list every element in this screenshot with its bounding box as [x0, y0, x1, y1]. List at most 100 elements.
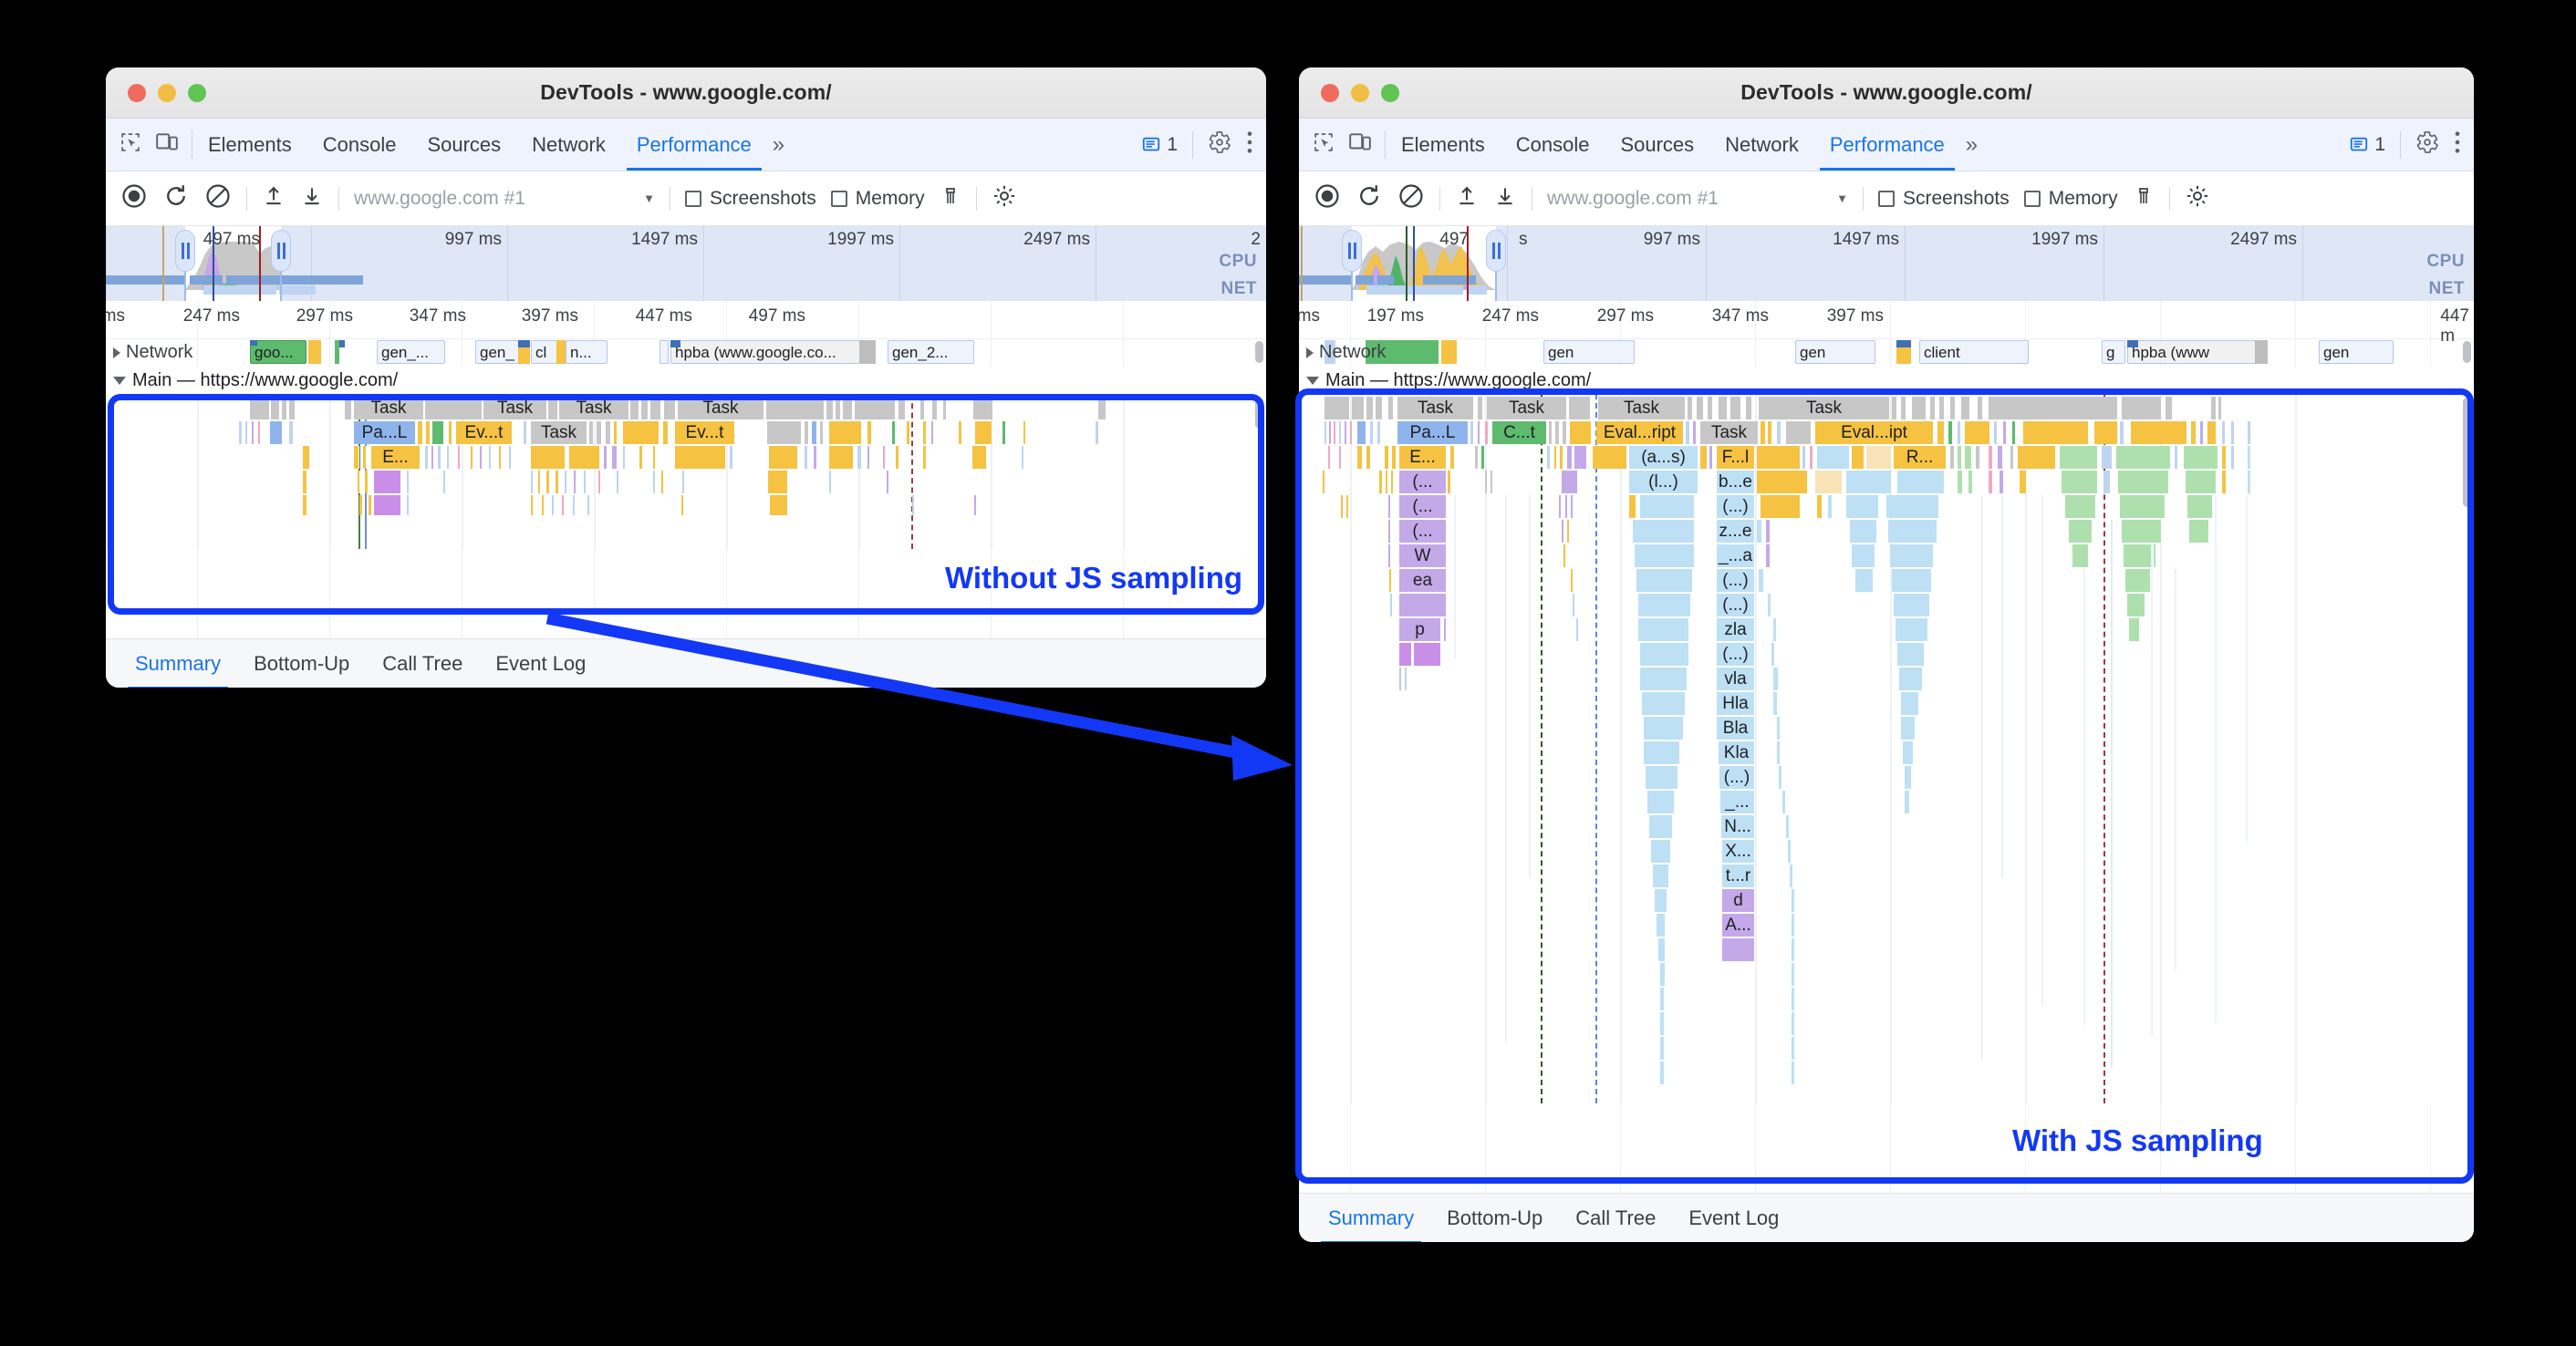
flame-bar[interactable] [1761, 421, 1766, 444]
chevron-down-icon[interactable]: ▼ [643, 192, 655, 205]
flame-bar[interactable] [1096, 421, 1099, 444]
flame-bar[interactable] [1766, 544, 1771, 567]
flame-bar[interactable] [1562, 520, 1564, 543]
flame-bar[interactable] [826, 397, 834, 419]
flame-bar[interactable] [1890, 544, 1934, 567]
flame-bar[interactable] [1771, 643, 1775, 666]
flame-chart-left[interactable]: Task Task Task Task [106, 394, 1266, 549]
flame-bar[interactable] [538, 471, 541, 493]
main-track-right[interactable]: Main — https://www.google.com/ Task T [1299, 367, 2474, 1103]
flame-bar[interactable] [1899, 668, 1923, 690]
flame-bar[interactable] [354, 446, 359, 469]
flame-bar[interactable] [1989, 446, 1993, 469]
traffic-lights-right[interactable] [1321, 83, 1399, 102]
network-request[interactable]: g [2102, 340, 2125, 364]
tab-console[interactable]: Console [322, 132, 397, 156]
flame-bar[interactable] [805, 421, 809, 444]
flame-bar[interactable] [1930, 397, 1936, 419]
flame-bar-eval[interactable]: Eval...ript [1596, 421, 1684, 444]
flame-bar[interactable] [1948, 421, 1953, 444]
flame-bar-purple[interactable] [374, 495, 401, 515]
flame-bar[interactable] [250, 397, 270, 419]
flame-bar[interactable] [829, 471, 832, 493]
tab-bottom-up[interactable]: Bottom-Up [1447, 1206, 1543, 1229]
flame-bar[interactable] [1817, 495, 1823, 518]
flame-bar[interactable] [614, 421, 618, 444]
flame-bar[interactable] [867, 446, 870, 469]
flame-bar[interactable] [245, 421, 248, 444]
flame-bar[interactable] [531, 495, 534, 515]
flame-bar-task[interactable]: Task [531, 421, 587, 444]
flame-bar[interactable] [1790, 865, 1793, 887]
flame-bar[interactable] [1481, 446, 1485, 469]
flame-bar[interactable] [1638, 618, 1689, 641]
network-request[interactable]: gen [1543, 340, 1635, 364]
main-track-left[interactable]: Main — https://www.google.com/ Task T [106, 367, 1266, 549]
flame-bar[interactable] [1786, 815, 1790, 838]
flame-bar-task[interactable]: Task [1759, 397, 1890, 419]
flame-bar-thin[interactable] [1505, 495, 1508, 1042]
flame-bar[interactable] [1478, 397, 1483, 419]
flame-bar[interactable] [1563, 421, 1567, 444]
flame-bar[interactable] [1777, 421, 1781, 444]
inspect-icon[interactable] [1312, 130, 1335, 159]
flame-bar[interactable] [920, 397, 925, 419]
flame-bar[interactable] [562, 495, 565, 515]
flame-bar[interactable] [843, 397, 853, 419]
flame-bar[interactable] [829, 446, 854, 469]
profile-select[interactable]: www.google.com #1 ▼ [1547, 188, 1848, 210]
flame-bar[interactable] [769, 446, 798, 469]
flame-bar[interactable] [1777, 717, 1781, 740]
flame-bar-event[interactable]: Ev...t [675, 421, 735, 444]
flame-bar[interactable] [606, 421, 611, 444]
flame-bar-js[interactable] [1414, 643, 1441, 666]
flame-bar[interactable] [1388, 544, 1391, 567]
flame-bar[interactable] [1379, 471, 1383, 493]
flame-bar[interactable] [499, 446, 502, 469]
flame-bar[interactable] [814, 446, 817, 469]
flame-bar[interactable] [1633, 520, 1695, 543]
flame-bar-js[interactable]: A... [1722, 914, 1755, 937]
flame-bar-js[interactable]: (l...) [1629, 471, 1698, 493]
flame-bar[interactable] [524, 421, 527, 444]
network-request[interactable]: hpba (www [2127, 340, 2266, 364]
flame-bar[interactable] [1346, 495, 1349, 518]
flame-bar[interactable] [1391, 471, 1394, 493]
flame-bar[interactable] [1961, 397, 1970, 419]
flame-bar[interactable] [1719, 397, 1728, 419]
flame-bar-event[interactable]: E... [371, 446, 421, 469]
flame-bar[interactable] [1950, 397, 1956, 419]
flame-bar[interactable] [407, 471, 410, 493]
flame-bar[interactable] [258, 421, 261, 444]
flame-bar[interactable] [443, 471, 446, 493]
flame-bar[interactable] [369, 495, 372, 515]
flame-bar[interactable] [425, 397, 483, 419]
flame-bar[interactable] [574, 471, 576, 493]
track-scrollbar[interactable] [1255, 341, 1263, 363]
flame-bar[interactable] [1894, 594, 1930, 616]
flame-bar[interactable] [1792, 889, 1795, 912]
flame-bar[interactable] [1385, 446, 1389, 469]
tab-summary[interactable]: Summary [119, 653, 237, 688]
flame-bar[interactable] [1792, 1037, 1795, 1060]
flame-bar-thin[interactable] [2215, 495, 2218, 1024]
inspect-icon[interactable] [119, 130, 142, 159]
tab-elements[interactable]: Elements [1401, 132, 1485, 156]
flame-bar[interactable] [1573, 594, 1575, 616]
flame-bar-thin[interactable] [1454, 495, 1457, 659]
flame-bar[interactable] [630, 397, 639, 419]
flame-bar[interactable] [1901, 717, 1916, 740]
flame-bar[interactable] [650, 397, 661, 419]
settings-gear-icon[interactable] [2415, 130, 2439, 159]
devtools-window-right[interactable]: DevTools - www.google.com/ Elements Cons… [1299, 67, 2474, 1242]
tab-event-log[interactable]: Event Log [1688, 1206, 1780, 1229]
flame-bar-js[interactable]: ea [1399, 569, 1447, 592]
flame-bar[interactable] [584, 471, 587, 493]
flame-bar[interactable] [1660, 988, 1665, 1010]
minimize-window-button[interactable] [1351, 83, 1369, 102]
overview-timeline-left[interactable]: 497 ms 997 ms 1497 ms 1997 ms 2497 ms 2 … [106, 226, 1266, 301]
screenshots-checkbox[interactable]: Screenshots [1878, 188, 2010, 210]
flame-scrollbar[interactable] [1255, 398, 1263, 429]
flame-bar[interactable] [358, 471, 360, 493]
flame-bar[interactable] [1773, 618, 1777, 641]
